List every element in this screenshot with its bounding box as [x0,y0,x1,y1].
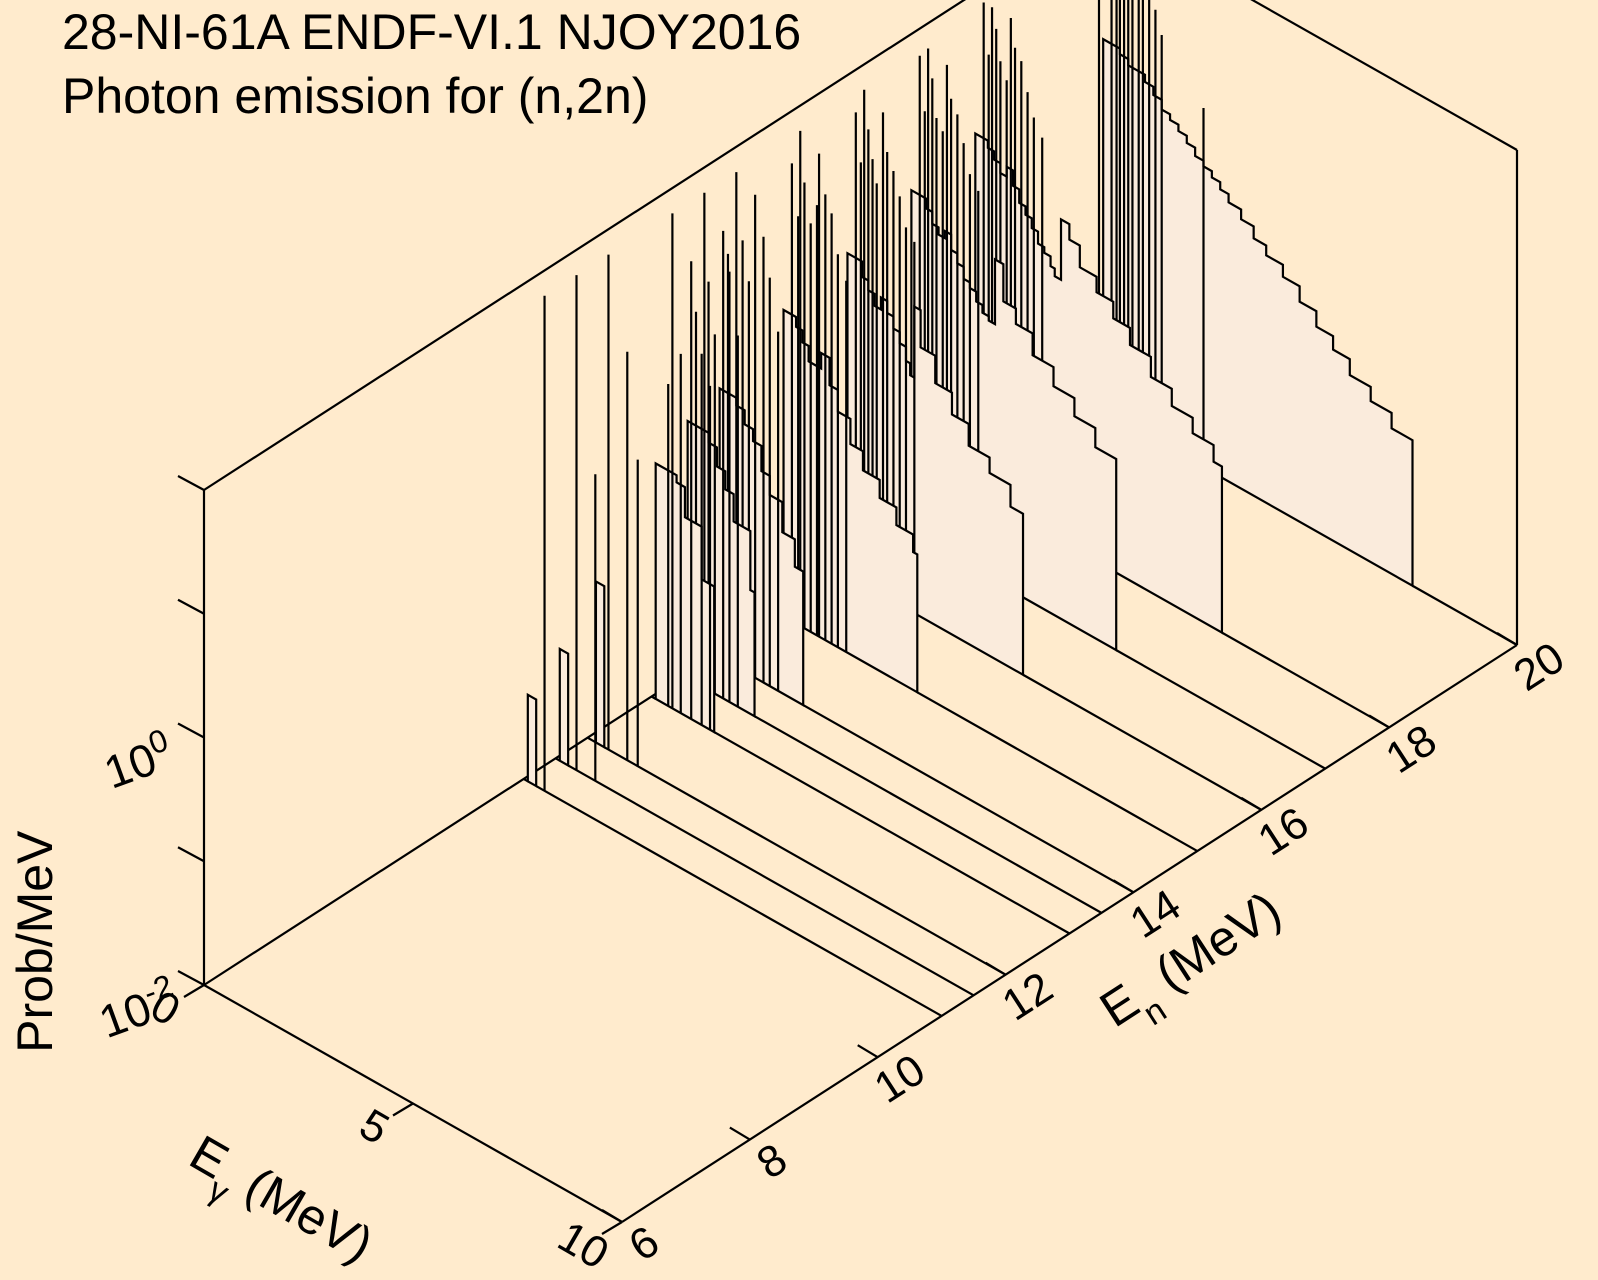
series-baseline-start [523,777,529,783]
series-baseline [1115,649,1326,770]
y-tick [985,961,1007,976]
continuum-spectrum [654,461,716,734]
x-tick [392,1102,414,1117]
series-baseline [535,785,943,1017]
z-tick [177,846,205,863]
box-edge-top-right [1250,0,1518,151]
box-edge-floor-right [621,644,1518,1223]
z-tick [177,970,205,986]
y-tick [1112,879,1134,894]
series-baseline [713,731,1071,935]
series-baseline [802,704,1134,894]
z-tick [177,598,205,615]
plot-box-front [203,644,1518,1223]
x-axis-label: Eγ (MeV) [173,1124,383,1280]
series-baseline [753,715,1103,914]
series-en-15 [778,130,1198,853]
series-baseline [1022,673,1262,811]
y-tick-label: 8 [748,1134,795,1188]
series-baseline [567,764,975,997]
y-tick [857,1044,879,1059]
box-edge-top-back [203,0,967,491]
z-axis-label: Prob/MeV [7,830,63,1053]
x-tick [601,1221,623,1235]
chart-title: 28-NI-61A ENDF-VI.1 NJOY2016 Photon emis… [62,0,801,128]
y-tick [1496,632,1518,646]
chart-title-line-1: 28-NI-61A ENDF-VI.1 NJOY2016 [62,4,802,60]
y-tick [1240,796,1262,811]
continuum-spectrum [594,579,606,750]
y-tick-label: 6 [620,1217,667,1271]
series-baseline [1221,631,1390,729]
series-baseline [603,746,1007,976]
x-tick-label: 5 [351,1100,397,1155]
series-layer [523,0,1518,1017]
y-tick [601,1209,623,1223]
x-tick [183,984,205,998]
x-tick-label: 10 [550,1212,617,1279]
series-baseline [916,691,1198,853]
z-tick [177,722,205,739]
series-en-11.5 [555,275,975,997]
z-tick-label: 100 [96,722,180,799]
series-baseline-start [555,757,561,762]
y-tick [1368,714,1390,729]
series-en-11 [523,295,943,1017]
series-baseline-start [650,695,657,700]
continuum-spectrum [558,647,570,768]
chart-title-line-2: Photon emission for (n,2n) [62,68,649,124]
series-en-13 [650,213,1071,935]
series-en-12 [587,254,1007,976]
continuum-spectrum [526,692,538,788]
z-tick [177,475,205,491]
y-tick [729,1126,751,1141]
